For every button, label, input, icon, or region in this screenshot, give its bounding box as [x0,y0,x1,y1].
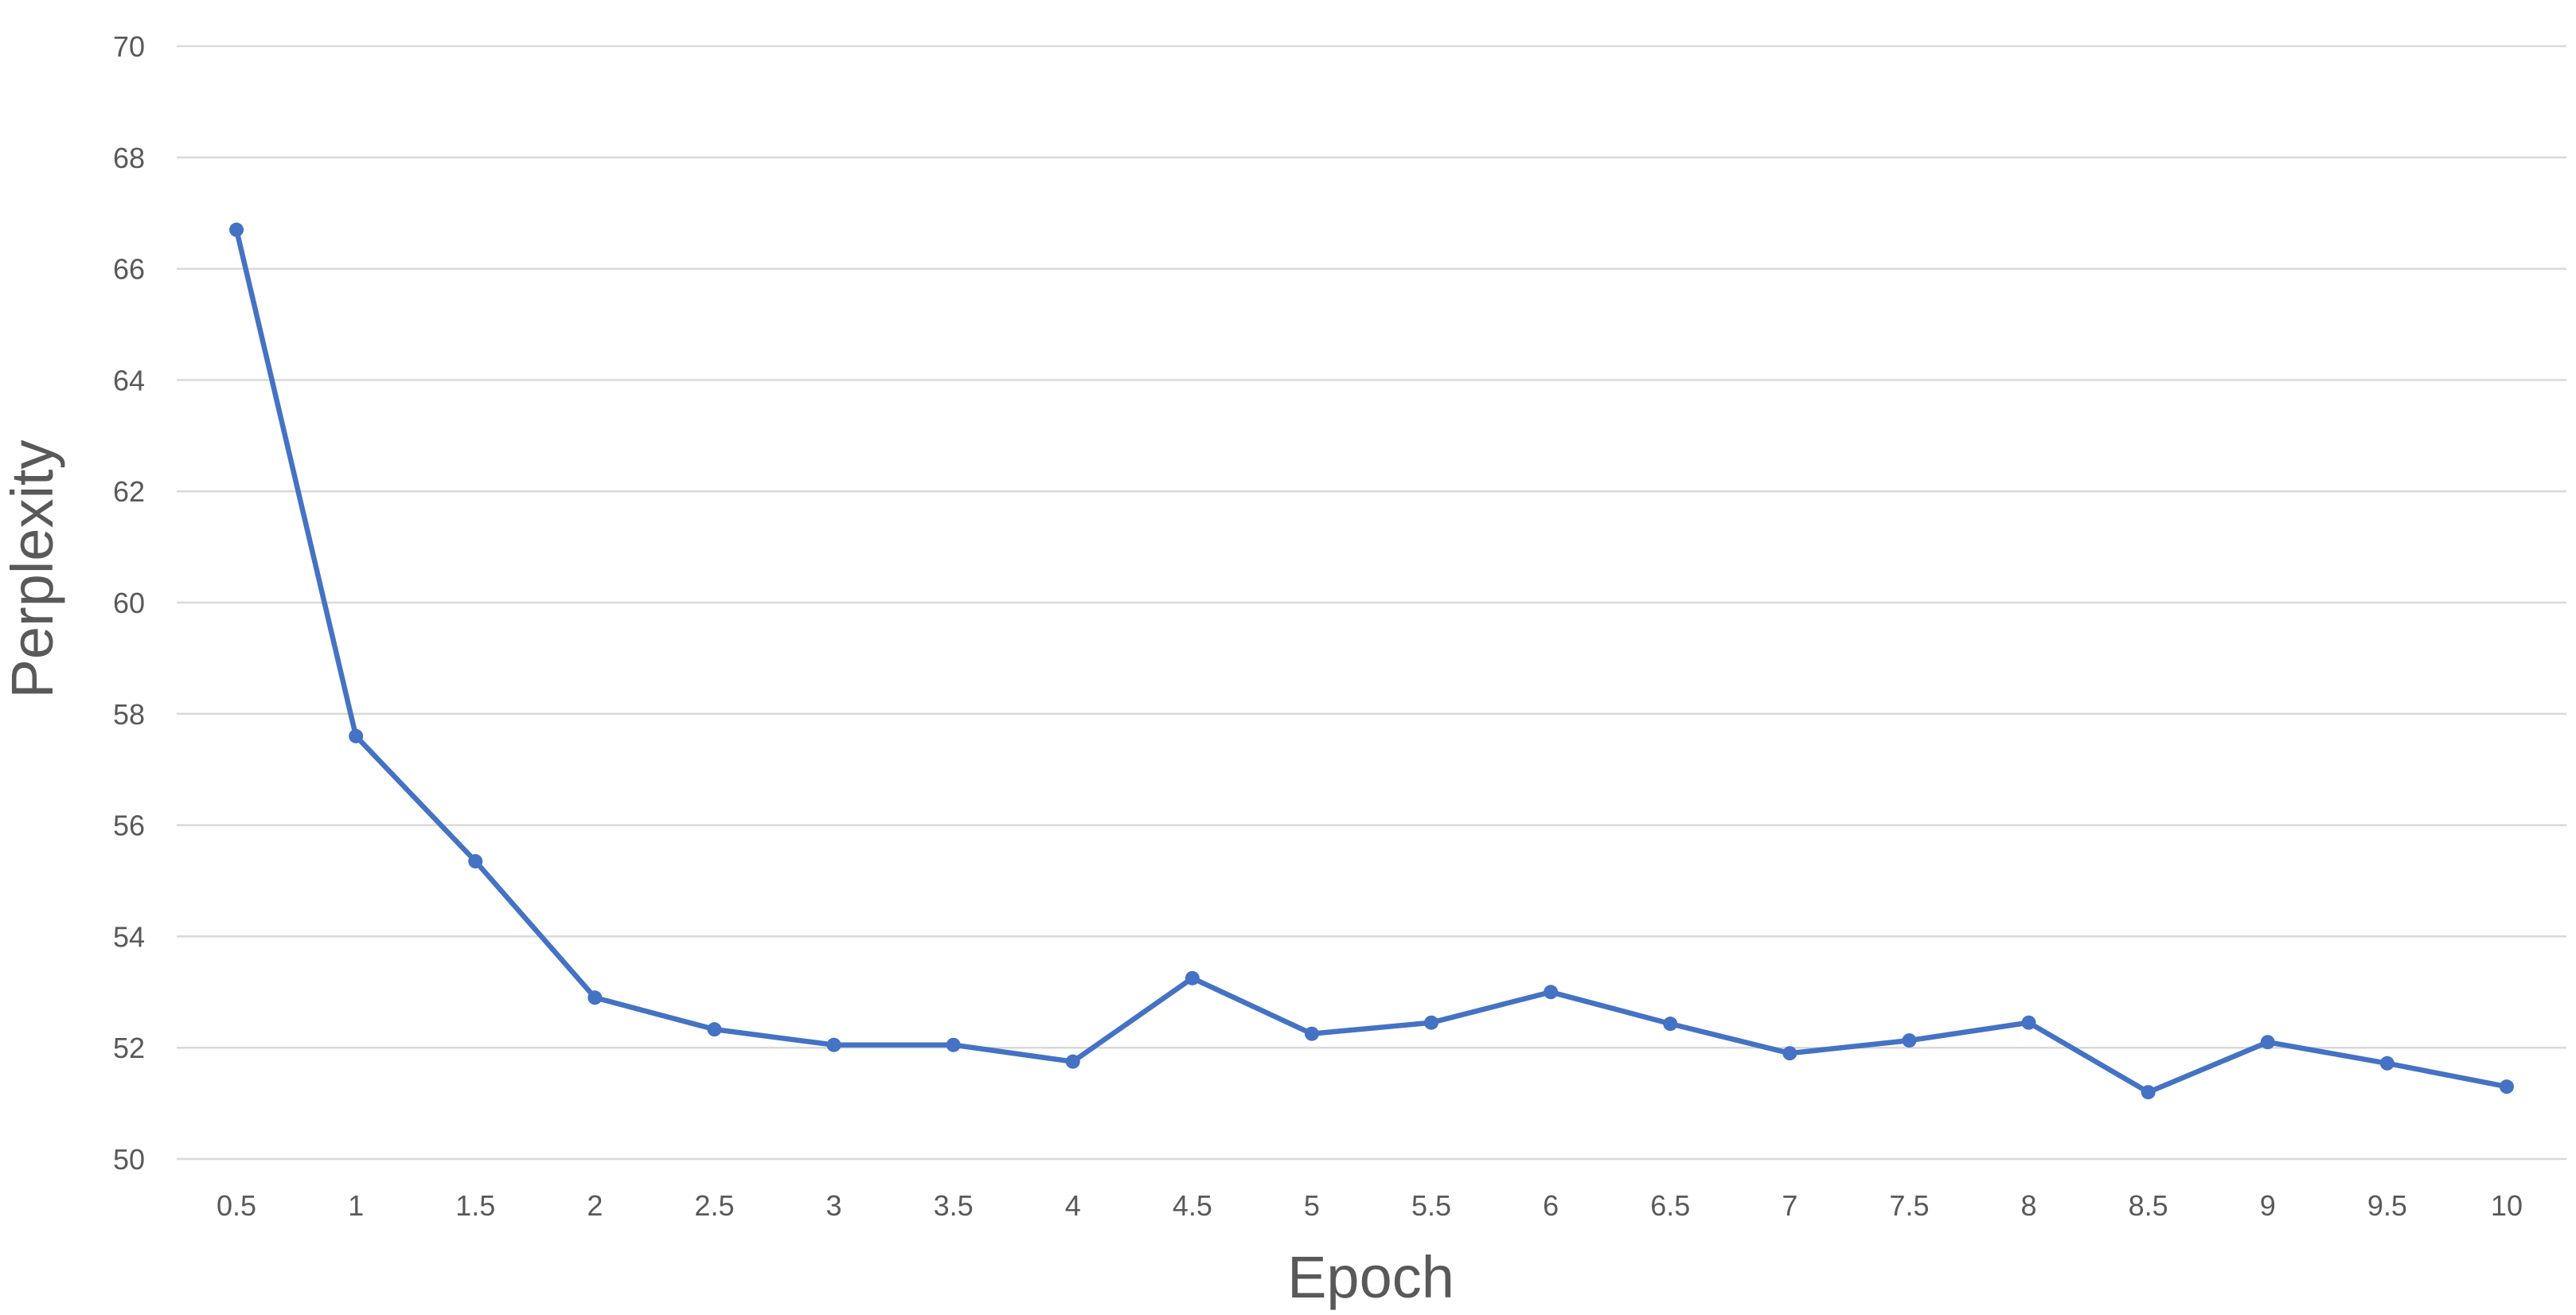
data-point [1663,1016,1678,1032]
x-tick-label: 9 [2260,1189,2276,1222]
x-axis-title: Epoch [1287,1244,1454,1310]
data-point [2379,1056,2395,1071]
data-point [1304,1026,1319,1041]
x-tick-label: 6 [1543,1189,1559,1222]
x-tick-label: 4 [1065,1189,1081,1222]
x-tick-label: 7.5 [1889,1189,1929,1222]
x-tick-label: 6.5 [1650,1189,1690,1222]
gridlines [177,45,2566,1161]
x-tick-label: 3.5 [934,1189,974,1222]
x-tick-label: 8 [2021,1189,2037,1222]
x-tick-label: 3 [826,1189,842,1222]
data-point [229,222,244,237]
x-tick-label: 1.5 [455,1189,495,1222]
y-tick-label: 68 [113,142,145,174]
data-point [2141,1085,2156,1100]
data-point [1782,1046,1797,1061]
y-tick-label: 62 [113,475,145,508]
data-point [2260,1035,2275,1050]
series-group [229,222,2514,1100]
data-point [707,1022,722,1037]
x-tick-label: 5.5 [1411,1189,1451,1222]
y-tick-label: 66 [113,253,145,286]
data-point [1902,1033,1917,1048]
x-tick-label: 7 [1782,1189,1797,1222]
data-point [826,1037,841,1052]
x-tick-label: 0.5 [217,1189,256,1222]
y-tick-label: 70 [113,30,145,63]
data-point [1065,1054,1080,1069]
y-tick-label: 60 [113,587,145,619]
x-tick-label: 2.5 [694,1189,734,1222]
data-point [946,1037,961,1052]
y-tick-label: 58 [113,698,145,731]
y-axis-ticks: 50 52 54 56 58 60 62 64 66 68 70 [113,30,145,1176]
y-axis-title: Perplexity [0,440,65,699]
x-axis-ticks: 0.5 1 1.5 2 2.5 3 3.5 4 4.5 5 5.5 6 6.5 7 7.5 8 8.5 9 9.5 1… [217,1189,2523,1222]
y-tick-label: 64 [113,364,145,396]
x-tick-label: 8.5 [2129,1189,2168,1222]
x-tick-label: 5 [1304,1189,1320,1222]
y-tick-label: 54 [113,920,145,953]
y-tick-label: 56 [113,810,145,842]
data-point [587,990,603,1005]
x-tick-label: 2 [587,1189,603,1222]
data-point [468,854,483,869]
x-tick-label: 4.5 [1173,1189,1212,1222]
data-point [2499,1079,2514,1095]
data-point [1424,1015,1439,1030]
x-tick-label: 10 [2491,1189,2523,1222]
y-tick-label: 52 [113,1032,145,1064]
data-point [2021,1015,2036,1030]
data-point [1185,970,1200,985]
x-tick-label: 9.5 [2367,1189,2407,1222]
series-line [233,227,2510,1095]
data-point [349,728,364,743]
data-point [1544,985,1559,1000]
x-tick-label: 1 [348,1189,364,1222]
y-tick-label: 50 [113,1143,145,1176]
